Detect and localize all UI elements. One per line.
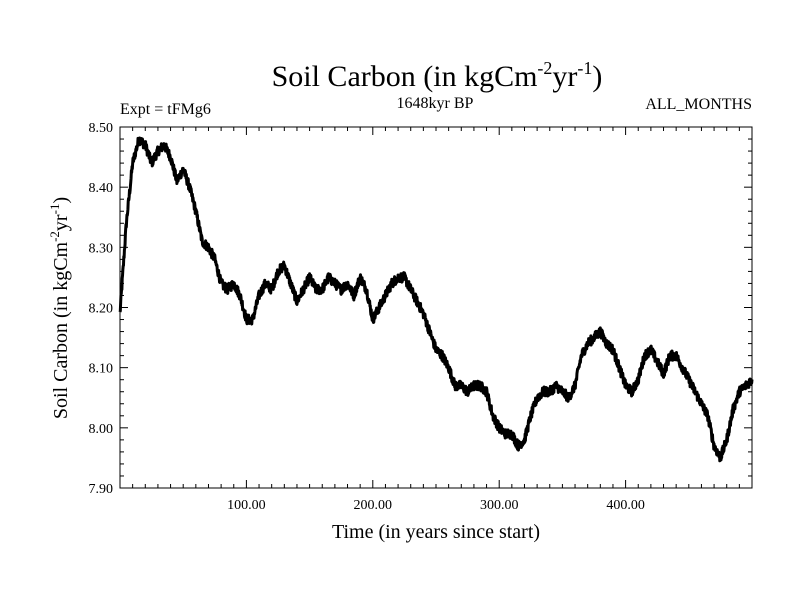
y-axis-label: Soil Carbon (in kgCm-2yr-1)	[47, 197, 72, 419]
y-tick-label: 8.00	[89, 422, 114, 437]
months-label: ALL_MONTHS	[645, 96, 752, 113]
y-axis-label-text: Soil Carbon (in kgCm	[50, 241, 72, 419]
x-axis-label: Time (in years since start)	[332, 521, 540, 543]
x-tick-labels: 100.00 200.00 300.00 400.00	[227, 498, 645, 513]
x-tick-label: 300.00	[480, 498, 519, 513]
y-tick-label: 7.90	[89, 482, 114, 497]
chart-title-text: Soil Carbon (in kgCm	[272, 60, 538, 93]
chart-title-mid: yr	[552, 60, 577, 93]
y-tick-label: 8.10	[89, 362, 114, 377]
x-tick-label: 100.00	[227, 498, 266, 513]
y-tick-label: 8.30	[89, 241, 114, 256]
chart-title-end: )	[592, 60, 602, 93]
axis-ticks	[120, 126, 752, 489]
y-axis-label-sup1: -2	[47, 231, 62, 242]
chart-title-sup2: -1	[577, 58, 592, 78]
chart-title: Soil Carbon (in kgCm-2yr-1)	[272, 58, 603, 93]
y-tick-label: 8.50	[89, 121, 114, 136]
period-label: 1648kyr BP	[397, 95, 474, 112]
series-line	[118, 136, 754, 463]
plot-frame	[119, 126, 753, 489]
y-tick-labels: 7.90 8.00 8.10 8.20 8.30 8.40 8.50	[89, 121, 114, 497]
y-tick-label: 8.40	[89, 181, 114, 196]
chart-title-sup1: -2	[537, 58, 552, 78]
y-tick-label: 8.20	[89, 302, 114, 317]
y-axis-label-mid: yr	[50, 214, 72, 231]
y-axis-label-sup2: -1	[47, 204, 62, 215]
expt-label: Expt = tFMg6	[120, 101, 211, 118]
x-tick-label: 400.00	[606, 498, 645, 513]
x-tick-label: 200.00	[354, 498, 393, 513]
y-axis-label-end: )	[50, 197, 72, 204]
